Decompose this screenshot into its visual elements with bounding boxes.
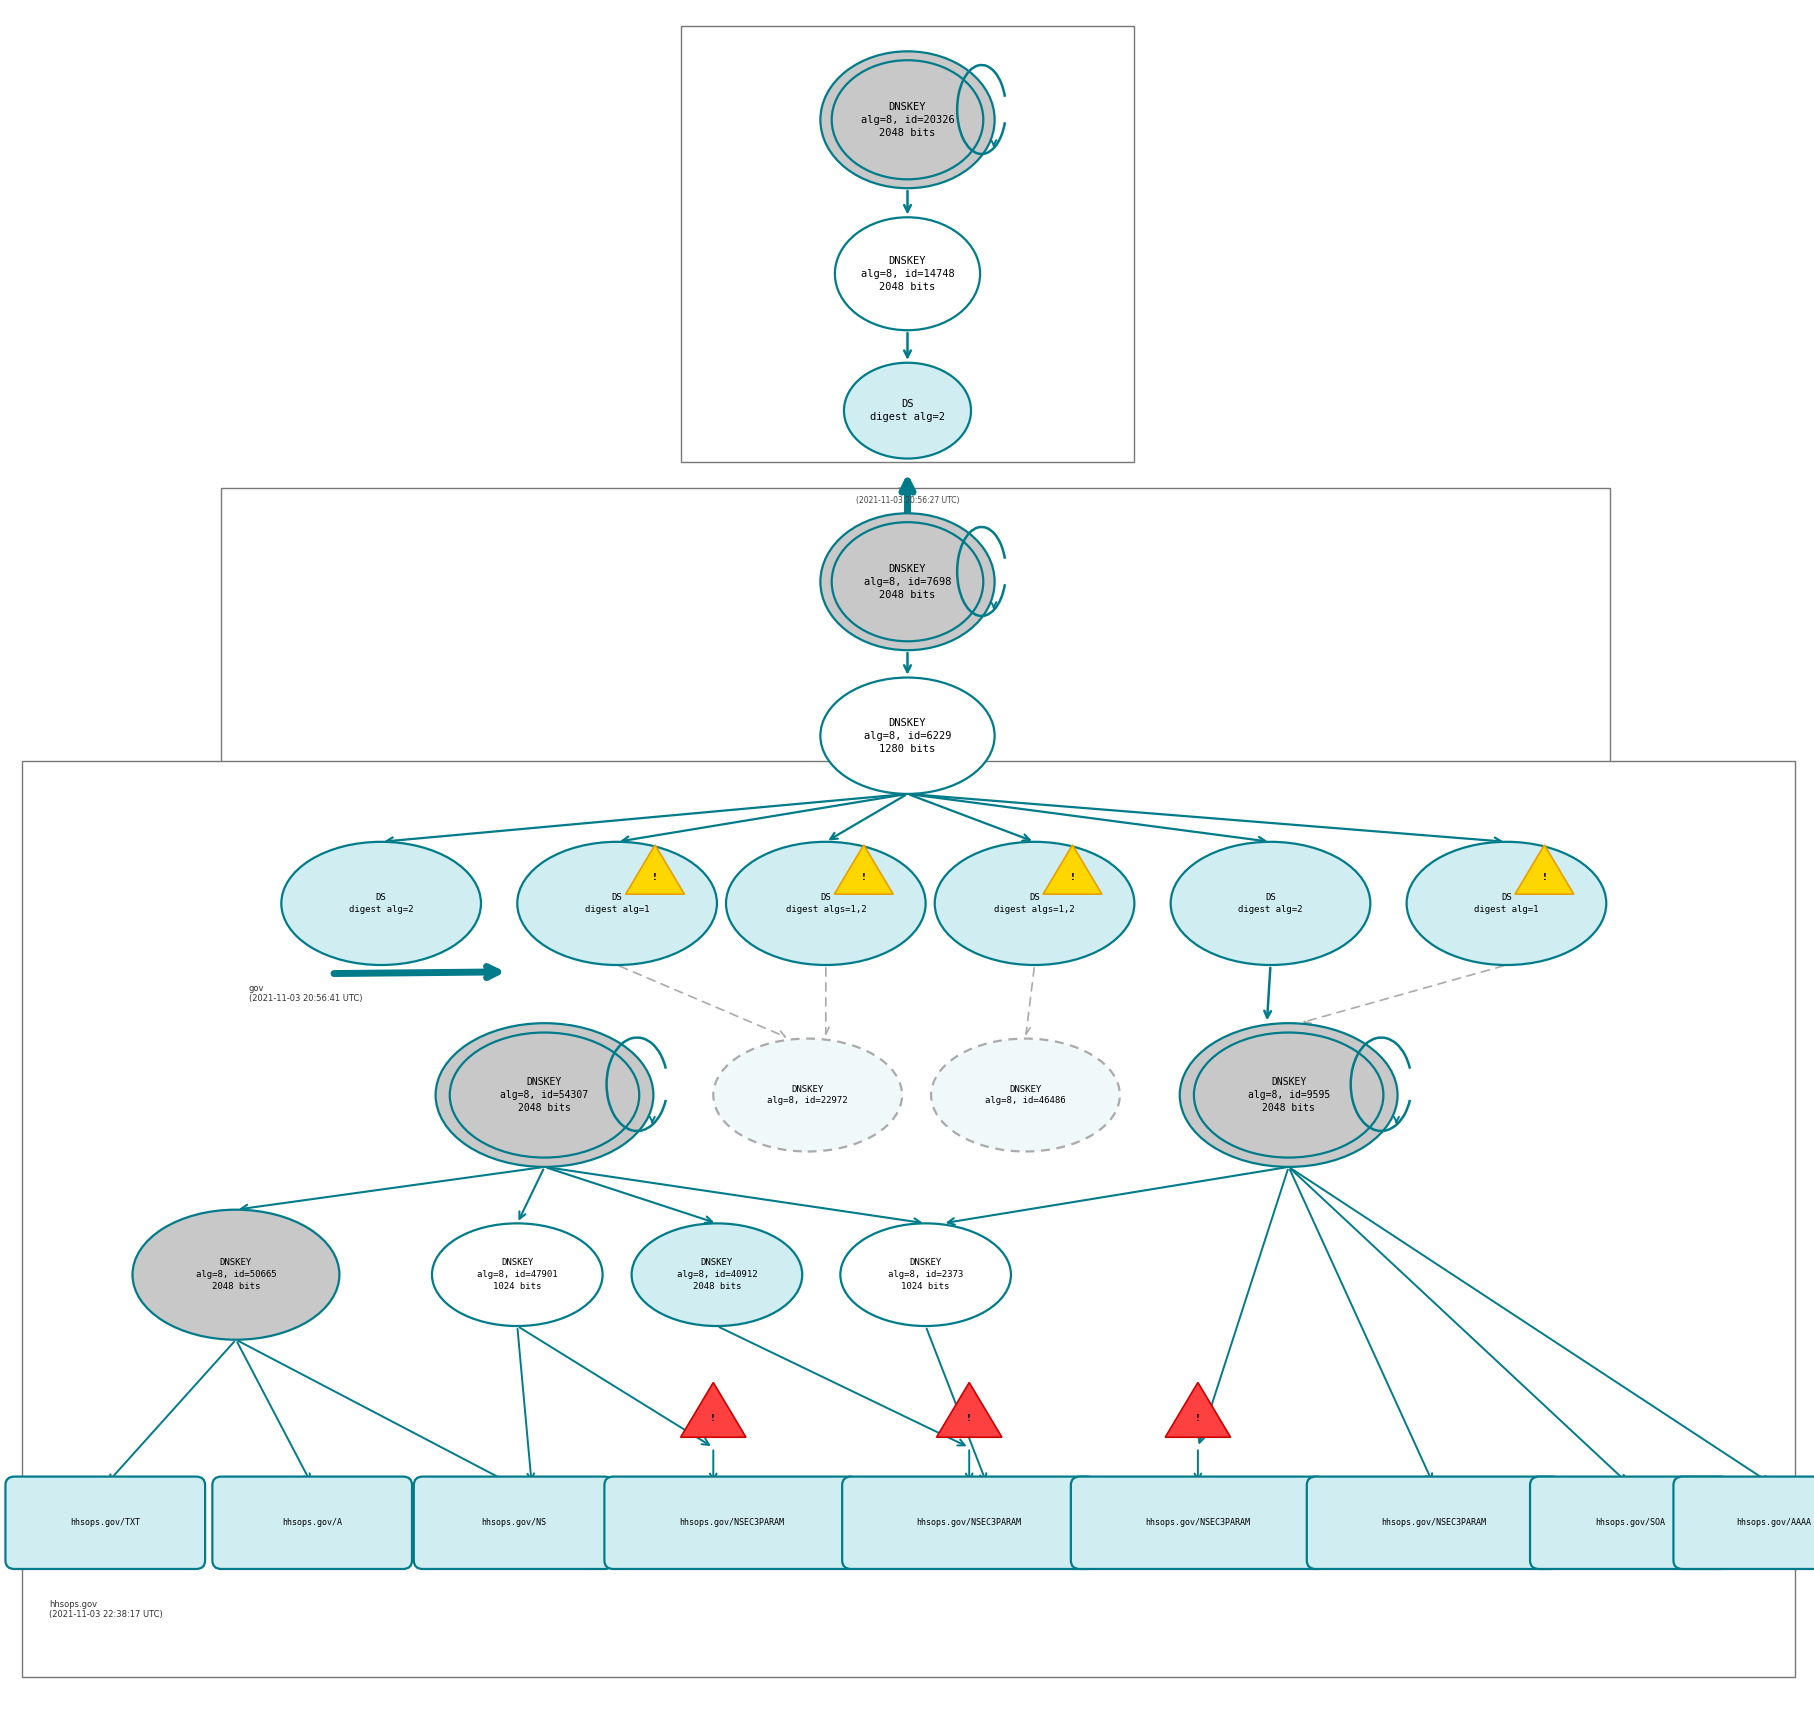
Ellipse shape	[1406, 842, 1605, 965]
FancyBboxPatch shape	[1673, 1477, 1814, 1569]
Text: !: !	[1070, 873, 1074, 881]
Polygon shape	[936, 1382, 1001, 1437]
Text: hhsops.gov/AAAA: hhsops.gov/AAAA	[1734, 1518, 1810, 1528]
Text: DS
digest alg=1: DS digest alg=1	[584, 893, 649, 914]
Ellipse shape	[517, 842, 717, 965]
FancyBboxPatch shape	[1529, 1477, 1729, 1569]
FancyBboxPatch shape	[5, 1477, 205, 1569]
Ellipse shape	[281, 842, 481, 965]
FancyBboxPatch shape	[1306, 1477, 1560, 1569]
FancyBboxPatch shape	[842, 1477, 1096, 1569]
Text: DS
digest algs=1,2: DS digest algs=1,2	[994, 893, 1074, 914]
Ellipse shape	[631, 1223, 802, 1326]
Text: DNSKEY
alg=8, id=9595
2048 bits: DNSKEY alg=8, id=9595 2048 bits	[1246, 1076, 1330, 1114]
Text: !: !	[711, 1413, 715, 1424]
FancyBboxPatch shape	[680, 26, 1134, 462]
Text: DNSKEY
alg=8, id=22972: DNSKEY alg=8, id=22972	[767, 1085, 847, 1105]
Ellipse shape	[844, 363, 970, 459]
Ellipse shape	[820, 51, 994, 188]
Ellipse shape	[432, 1223, 602, 1326]
Ellipse shape	[840, 1223, 1010, 1326]
Text: .: .	[896, 483, 900, 489]
Polygon shape	[680, 1382, 746, 1437]
Text: DNSKEY
alg=8, id=46486: DNSKEY alg=8, id=46486	[985, 1085, 1065, 1105]
Text: hhsops.gov/SOA: hhsops.gov/SOA	[1595, 1518, 1663, 1528]
Text: DNSKEY
alg=8, id=47901
1024 bits: DNSKEY alg=8, id=47901 1024 bits	[477, 1258, 557, 1292]
Text: DNSKEY
alg=8, id=7698
2048 bits: DNSKEY alg=8, id=7698 2048 bits	[863, 563, 951, 601]
Text: DNSKEY
alg=8, id=40912
2048 bits: DNSKEY alg=8, id=40912 2048 bits	[677, 1258, 756, 1292]
Polygon shape	[1043, 845, 1101, 895]
Text: hhsops.gov/TXT: hhsops.gov/TXT	[71, 1518, 140, 1528]
Text: hhsops.gov
(2021-11-03 22:38:17 UTC): hhsops.gov (2021-11-03 22:38:17 UTC)	[49, 1600, 163, 1619]
Ellipse shape	[931, 1039, 1119, 1152]
Polygon shape	[1165, 1382, 1230, 1437]
FancyBboxPatch shape	[22, 761, 1794, 1677]
Text: gov
(2021-11-03 20:56:41 UTC): gov (2021-11-03 20:56:41 UTC)	[249, 984, 363, 1003]
Polygon shape	[1515, 845, 1573, 895]
Ellipse shape	[820, 678, 994, 794]
Text: !: !	[1542, 873, 1546, 881]
Ellipse shape	[1170, 842, 1370, 965]
FancyBboxPatch shape	[414, 1477, 613, 1569]
FancyBboxPatch shape	[1070, 1477, 1324, 1569]
Text: !: !	[1195, 1413, 1199, 1424]
Text: !: !	[862, 873, 865, 881]
Text: DS
digest alg=1: DS digest alg=1	[1473, 893, 1538, 914]
Text: DNSKEY
alg=8, id=50665
2048 bits: DNSKEY alg=8, id=50665 2048 bits	[196, 1258, 276, 1292]
Text: hhsops.gov/NSEC3PARAM: hhsops.gov/NSEC3PARAM	[1380, 1518, 1486, 1528]
Ellipse shape	[1179, 1023, 1397, 1167]
Text: DNSKEY
alg=8, id=2373
1024 bits: DNSKEY alg=8, id=2373 1024 bits	[887, 1258, 963, 1292]
Polygon shape	[834, 845, 892, 895]
Text: hhsops.gov/NS: hhsops.gov/NS	[481, 1518, 546, 1528]
FancyBboxPatch shape	[221, 488, 1609, 1078]
Ellipse shape	[934, 842, 1134, 965]
Text: DS
digest alg=2: DS digest alg=2	[348, 893, 414, 914]
Text: hhsops.gov/NSEC3PARAM: hhsops.gov/NSEC3PARAM	[916, 1518, 1021, 1528]
Text: !: !	[653, 873, 657, 881]
Polygon shape	[626, 845, 684, 895]
Ellipse shape	[132, 1210, 339, 1340]
Ellipse shape	[820, 513, 994, 650]
Text: DS
digest alg=2: DS digest alg=2	[869, 399, 945, 423]
Text: hhsops.gov/NSEC3PARAM: hhsops.gov/NSEC3PARAM	[1145, 1518, 1250, 1528]
Ellipse shape	[834, 217, 980, 330]
Text: DNSKEY
alg=8, id=6229
1280 bits: DNSKEY alg=8, id=6229 1280 bits	[863, 717, 951, 755]
Text: DNSKEY
alg=8, id=20326
2048 bits: DNSKEY alg=8, id=20326 2048 bits	[860, 101, 954, 139]
Text: !: !	[967, 1413, 970, 1424]
Text: hhsops.gov/A: hhsops.gov/A	[281, 1518, 343, 1528]
Text: DNSKEY
alg=8, id=14748
2048 bits: DNSKEY alg=8, id=14748 2048 bits	[860, 255, 954, 293]
Ellipse shape	[713, 1039, 902, 1152]
Text: DS
digest algs=1,2: DS digest algs=1,2	[785, 893, 865, 914]
Text: hhsops.gov/NSEC3PARAM: hhsops.gov/NSEC3PARAM	[678, 1518, 784, 1528]
FancyBboxPatch shape	[604, 1477, 858, 1569]
Ellipse shape	[435, 1023, 653, 1167]
Text: (2021-11-03 20:56:27 UTC): (2021-11-03 20:56:27 UTC)	[854, 496, 960, 505]
Text: DNSKEY
alg=8, id=54307
2048 bits: DNSKEY alg=8, id=54307 2048 bits	[501, 1076, 588, 1114]
Text: DS
digest alg=2: DS digest alg=2	[1237, 893, 1302, 914]
FancyBboxPatch shape	[212, 1477, 412, 1569]
Ellipse shape	[726, 842, 925, 965]
